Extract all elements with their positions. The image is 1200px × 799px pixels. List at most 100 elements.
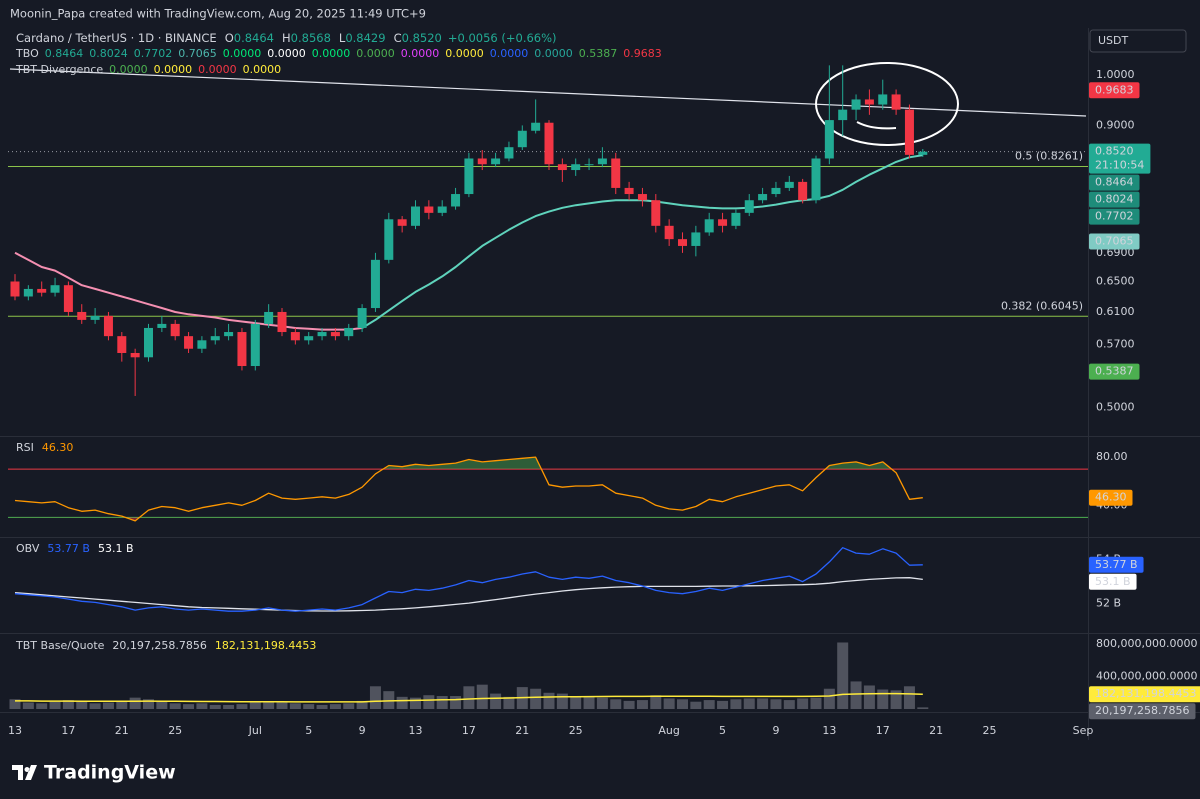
- volume-bar: [169, 703, 181, 709]
- volume-bar: [556, 693, 568, 709]
- candle-body: [90, 315, 100, 320]
- candle-body: [851, 99, 861, 110]
- indicator-value: 0.0000: [243, 63, 282, 76]
- candle-body: [824, 120, 834, 159]
- price-countdown: 21:10:54: [1095, 159, 1144, 172]
- volume-bar: [743, 698, 755, 709]
- volume-bar: [223, 704, 235, 709]
- volume-bar: [610, 699, 622, 709]
- volume-bar: [890, 690, 902, 709]
- volume-bar: [116, 700, 128, 709]
- x-tick-label: 25: [569, 724, 583, 737]
- candle-body: [571, 164, 581, 171]
- volume-bar: [917, 707, 929, 709]
- x-tick-label: 21: [115, 724, 129, 737]
- indicator-name: TBT Divergence: [15, 63, 103, 76]
- indicator-value: 0.8464: [45, 47, 84, 60]
- price-label: 0.8464: [1095, 176, 1134, 189]
- candle-body: [771, 187, 781, 195]
- currency-button[interactable]: [1089, 29, 1187, 53]
- pane-value: 20,197,258.7856: [112, 639, 206, 652]
- indicator-name: TBO: [15, 47, 39, 60]
- price-label: 0.8520: [1095, 145, 1134, 158]
- y-tick-label: 80.00: [1096, 450, 1128, 463]
- candle-body: [384, 219, 394, 260]
- candle-body: [10, 281, 20, 297]
- ohlc-key: O: [225, 31, 234, 45]
- volume-bar: [810, 697, 822, 709]
- volume-bar: [423, 695, 435, 709]
- candle-body: [130, 352, 140, 358]
- candle-body: [357, 308, 367, 328]
- x-tick-label: 9: [359, 724, 366, 737]
- indicator-value: 0.7702: [134, 47, 173, 60]
- volume-bar: [209, 704, 221, 709]
- price-label: 0.8024: [1095, 193, 1134, 206]
- volume-bar: [356, 700, 368, 709]
- candle-body: [838, 109, 848, 121]
- x-tick-label: 25: [983, 724, 997, 737]
- y-tick-label: 0.6100: [1096, 305, 1135, 318]
- pane-value: 53.1 B: [98, 542, 134, 555]
- legend: TBT Base/Quote 20,197,258.7856 182,131,198…: [15, 639, 316, 652]
- indicator-value: 0.7065: [178, 47, 217, 60]
- candle-body: [491, 158, 501, 165]
- ohlc-key: H: [282, 31, 291, 45]
- candle-body: [784, 181, 794, 188]
- volume-bar: [102, 702, 114, 709]
- x-tick-label: 17: [876, 724, 890, 737]
- price-label-box: [1089, 573, 1137, 590]
- y-tick-label: 400,000,000.0000: [1096, 670, 1197, 683]
- indicator-line: [14, 456, 923, 522]
- price-label-box: [1089, 82, 1140, 99]
- y-tick-label: 1.0000: [1096, 68, 1135, 81]
- candle-body: [758, 194, 768, 201]
- candle-body: [424, 206, 434, 213]
- volume-ma: [15, 692, 923, 703]
- x-tick-label: 9: [772, 724, 779, 737]
- candle-body: [184, 336, 194, 349]
- pane-title: OBV: [16, 542, 40, 555]
- candle-body: [731, 212, 741, 226]
- candle-body: [197, 340, 207, 349]
- volume-bar: [263, 701, 275, 709]
- price-label: 53.77 B: [1095, 558, 1138, 571]
- candle-body: [597, 158, 607, 165]
- y-tick-label: 800,000,000.0000: [1096, 637, 1197, 650]
- x-tick-label: 13: [822, 724, 836, 737]
- currency-label[interactable]: USDT: [1098, 34, 1129, 47]
- volume-bar: [316, 704, 328, 709]
- indicator-value: 0.0000: [198, 63, 237, 76]
- x-tick-label: Aug: [658, 724, 679, 737]
- volume-bar: [369, 686, 381, 709]
- volume-bar: [9, 699, 21, 709]
- circle-drawing: [815, 62, 959, 146]
- symbol-title: Cardano / TetherUS · 1D · BINANCE: [16, 31, 217, 45]
- candle-body: [437, 206, 447, 213]
- y-tick-label: 0.5700: [1096, 337, 1135, 350]
- indicator-value: 0.8024: [89, 47, 128, 60]
- candle-body: [918, 151, 928, 155]
- trend-line-drawing: [9, 68, 1087, 117]
- x-tick-label: 5: [305, 724, 312, 737]
- volume-bar: [289, 703, 301, 709]
- volume-bar: [703, 700, 715, 709]
- indicator-value: 0.9683: [623, 47, 662, 60]
- volume-bar: [49, 701, 61, 709]
- x-tick-label: 17: [61, 724, 75, 737]
- candle-body: [170, 323, 180, 337]
- legend: RSI 46.30: [16, 441, 73, 454]
- volume-bar: [76, 701, 88, 709]
- volume-bar: [62, 700, 74, 709]
- candle-body: [904, 109, 914, 155]
- price-label-box: [1089, 208, 1140, 225]
- candle-body: [290, 332, 300, 341]
- candle-body: [611, 158, 621, 188]
- y-tick-label: 0.9000: [1096, 118, 1135, 131]
- price-label: 20,197,258.7856: [1095, 704, 1189, 717]
- ohlc-value: 0.8568: [291, 31, 331, 45]
- pane-value: 46.30: [42, 441, 74, 454]
- volume-bar: [530, 688, 542, 709]
- candle-body: [411, 206, 420, 226]
